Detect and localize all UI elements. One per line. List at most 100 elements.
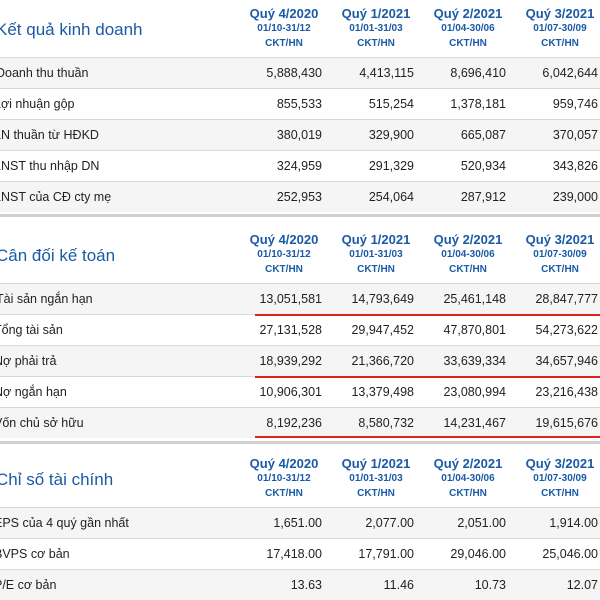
- section-divider: [0, 441, 600, 444]
- table-row[interactable]: EPS của 4 quý gần nhất 1,651.00 2,077.00 2,…: [0, 507, 600, 538]
- row-label: BVPS cơ bản: [0, 547, 70, 561]
- date-range: 01/04-30/06: [441, 249, 495, 260]
- date-range: 01/10-31/12: [257, 23, 311, 34]
- row-label: LNST thu nhập DN: [0, 159, 100, 173]
- column-header: Quý 2/2021 01/04-30/06 CKT/HN: [422, 456, 514, 501]
- table-row[interactable]: Tổng tài sản 27,131,528 29,947,452 47,870,8…: [0, 314, 600, 345]
- cell-value: 8,580,732: [358, 416, 414, 430]
- report-type: CKT/HN: [541, 264, 579, 275]
- table-row[interactable]: LN thuần từ HĐKD 380,019 329,900 665,087 370…: [0, 119, 600, 150]
- section-title: Chỉ số tài chính: [0, 470, 114, 489]
- row-label: Nợ ngắn hạn: [0, 385, 67, 399]
- row-label: LN thuần từ HĐKD: [0, 128, 99, 142]
- cell-value: 28,847,777: [535, 292, 598, 306]
- cell-value: 2,051.00: [457, 516, 506, 530]
- cell-value: 14,231,467: [443, 416, 506, 430]
- cell-value: 380,019: [276, 128, 322, 142]
- quarter-label: Quý 2/2021: [433, 232, 503, 247]
- cell-value: 23,080,994: [443, 385, 506, 399]
- quarter-label: Quý 3/2021: [525, 232, 595, 247]
- quarter-label: Quý 1/2021: [341, 456, 411, 471]
- cell-value: 855,533: [276, 97, 322, 111]
- column-header: Quý 3/2021 01/07-30/09 CKT/HN: [514, 232, 600, 277]
- cell-value: 8,192,236: [266, 416, 322, 430]
- highlight-underline: [255, 436, 600, 438]
- section-header: Kết quả kinh doanh Quý 4/2020 01/10-31/12…: [0, 0, 600, 57]
- table-row[interactable]: BVPS cơ bản 17,418.00 17,791.00 29,046.00 25…: [0, 538, 600, 569]
- cell-value: 54,273,622: [535, 323, 598, 337]
- column-header: Quý 3/2021 01/07-30/09 CKT/HN: [514, 456, 600, 501]
- report-type: CKT/HN: [265, 38, 303, 49]
- cell-value: 1,378,181: [450, 97, 506, 111]
- cell-value: 25,461,148: [443, 292, 506, 306]
- table-row[interactable]: Nợ ngắn hạn 10,906,301 13,379,498 23,080,99…: [0, 376, 600, 407]
- cell-value: 8,696,410: [450, 66, 506, 80]
- column-header: Quý 2/2021 01/04-30/06 CKT/HN: [422, 232, 514, 277]
- cell-value: 12.07: [566, 578, 598, 592]
- cell-value: 1,914.00: [549, 516, 598, 530]
- column-header: Quý 3/2021 01/07-30/09 CKT/HN: [514, 6, 600, 51]
- quarter-label: Quý 1/2021: [341, 232, 411, 247]
- cell-value: 6,042,644: [542, 66, 598, 80]
- date-range: 01/01-31/03: [349, 23, 403, 34]
- cell-value: 10.73: [474, 578, 506, 592]
- table-row[interactable]: Lợi nhuận gộp 855,533 515,254 1,378,181 959,…: [0, 88, 600, 119]
- cell-value: 33,639,334: [443, 354, 506, 368]
- quarter-label: Quý 4/2020: [249, 6, 319, 21]
- report-type: CKT/HN: [449, 264, 487, 275]
- date-range: 01/01-31/03: [349, 473, 403, 484]
- report-type: CKT/HN: [357, 264, 395, 275]
- column-header: Quý 4/2020 01/10-31/12 CKT/HN: [238, 6, 330, 51]
- cell-value: 11.46: [383, 578, 414, 592]
- cell-value: 291,329: [368, 159, 414, 173]
- cell-value: 324,959: [276, 159, 322, 173]
- table-row[interactable]: Nợ phải trả 18,939,292 21,366,720 33,639,33…: [0, 345, 600, 376]
- row-label: P/E cơ bản: [0, 578, 57, 592]
- balance-sheet-section: Cân đối kế toán Quý 4/2020 01/10-31/12 CKT…: [0, 226, 600, 438]
- date-range: 01/10-31/12: [257, 473, 311, 484]
- report-type: CKT/HN: [541, 38, 579, 49]
- financial-ratios-section: Chỉ số tài chính Quý 4/2020 01/10-31/12 CK…: [0, 450, 600, 600]
- cell-value: 2,077.00: [365, 516, 414, 530]
- section-title: Cân đối kế toán: [0, 246, 116, 265]
- table-row[interactable]: Doanh thu thuần 5,888,430 4,413,115 8,696,4…: [0, 57, 600, 88]
- section-header: Cân đối kế toán Quý 4/2020 01/10-31/12 CKT…: [0, 226, 600, 283]
- report-type: CKT/HN: [265, 488, 303, 499]
- cell-value: 1,651.00: [273, 516, 322, 530]
- highlight-underline: [255, 376, 600, 378]
- cell-value: 343,826: [552, 159, 598, 173]
- business-results-section: Kết quả kinh doanh Quý 4/2020 01/10-31/12…: [0, 0, 600, 212]
- report-type: CKT/HN: [449, 488, 487, 499]
- cell-value: 10,906,301: [259, 385, 322, 399]
- cell-value: 14,793,649: [351, 292, 414, 306]
- table-row[interactable]: Vốn chủ sở hữu 8,192,236 8,580,732 14,231,4…: [0, 407, 600, 438]
- row-label: Tổng tài sản: [0, 323, 63, 337]
- table-row[interactable]: LNST thu nhập DN 324,959 291,329 520,934 343…: [0, 150, 600, 181]
- table-row[interactable]: LNST của CĐ cty mẹ 252,953 254,064 287,912 2…: [0, 181, 600, 212]
- cell-value: 34,657,946: [535, 354, 598, 368]
- quarter-label: Quý 4/2020: [249, 232, 319, 247]
- cell-value: 370,057: [552, 128, 598, 142]
- date-range: 01/07-30/09: [533, 23, 587, 34]
- column-header: Quý 4/2020 01/10-31/12 CKT/HN: [238, 456, 330, 501]
- cell-value: 239,000: [552, 190, 598, 204]
- section-header: Chỉ số tài chính Quý 4/2020 01/10-31/12 CK…: [0, 450, 600, 507]
- cell-value: 665,087: [460, 128, 506, 142]
- quarter-label: Quý 4/2020: [249, 456, 319, 471]
- highlight-underline: [255, 314, 600, 316]
- table-row[interactable]: Tài sản ngắn hạn 13,051,581 14,793,649 25,4…: [0, 283, 600, 314]
- cell-value: 4,413,115: [359, 66, 414, 80]
- cell-value: 29,947,452: [351, 323, 414, 337]
- cell-value: 18,939,292: [259, 354, 322, 368]
- report-type: CKT/HN: [449, 38, 487, 49]
- date-range: 01/10-31/12: [257, 249, 311, 260]
- quarter-label: Quý 1/2021: [341, 6, 411, 21]
- column-header: Quý 4/2020 01/10-31/12 CKT/HN: [238, 232, 330, 277]
- column-header: Quý 1/2021 01/01-31/03 CKT/HN: [330, 6, 422, 51]
- cell-value: 13,051,581: [259, 292, 322, 306]
- row-label: Lợi nhuận gộp: [0, 97, 75, 111]
- table-row[interactable]: P/E cơ bản 13.63 11.46 10.73 12.07: [0, 569, 600, 600]
- cell-value: 287,912: [460, 190, 506, 204]
- cell-value: 29,046.00: [450, 547, 506, 561]
- date-range: 01/04-30/06: [441, 473, 495, 484]
